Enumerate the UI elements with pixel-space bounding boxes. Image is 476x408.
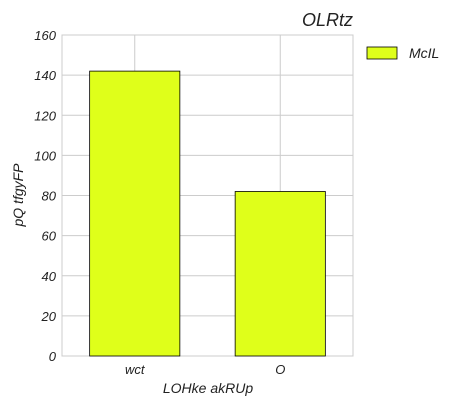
- bar: [89, 70, 181, 357]
- x-tick-labels: wct O: [125, 362, 285, 377]
- y-tick-label: 40: [42, 269, 57, 284]
- y-tick-label: 160: [34, 28, 56, 43]
- y-tick-label: 0: [49, 349, 57, 364]
- y-tick-label: 140: [34, 68, 56, 83]
- x-tick-label: wct: [125, 362, 146, 377]
- legend: McIL: [366, 45, 439, 61]
- legend-label: McIL: [409, 45, 439, 61]
- x-tick-label: O: [275, 362, 285, 377]
- y-tick-label: 100: [34, 148, 56, 163]
- bar: [234, 191, 326, 357]
- y-tick-label: 80: [42, 189, 57, 204]
- y-tick-label: 20: [41, 309, 57, 324]
- bars: [89, 70, 326, 357]
- y-tick-label: 120: [34, 108, 56, 123]
- x-axis-label: LOHke akRUp: [163, 380, 253, 396]
- y-axis-label: pQ tfgyFP: [10, 163, 26, 228]
- legend-swatch: [366, 46, 398, 60]
- chart-title: OLRtz: [302, 10, 353, 30]
- y-tick-labels: 0 20 40 60 80 100 120 140 160: [34, 28, 56, 364]
- y-tick-label: 60: [42, 229, 57, 244]
- plot-area: [61, 34, 354, 357]
